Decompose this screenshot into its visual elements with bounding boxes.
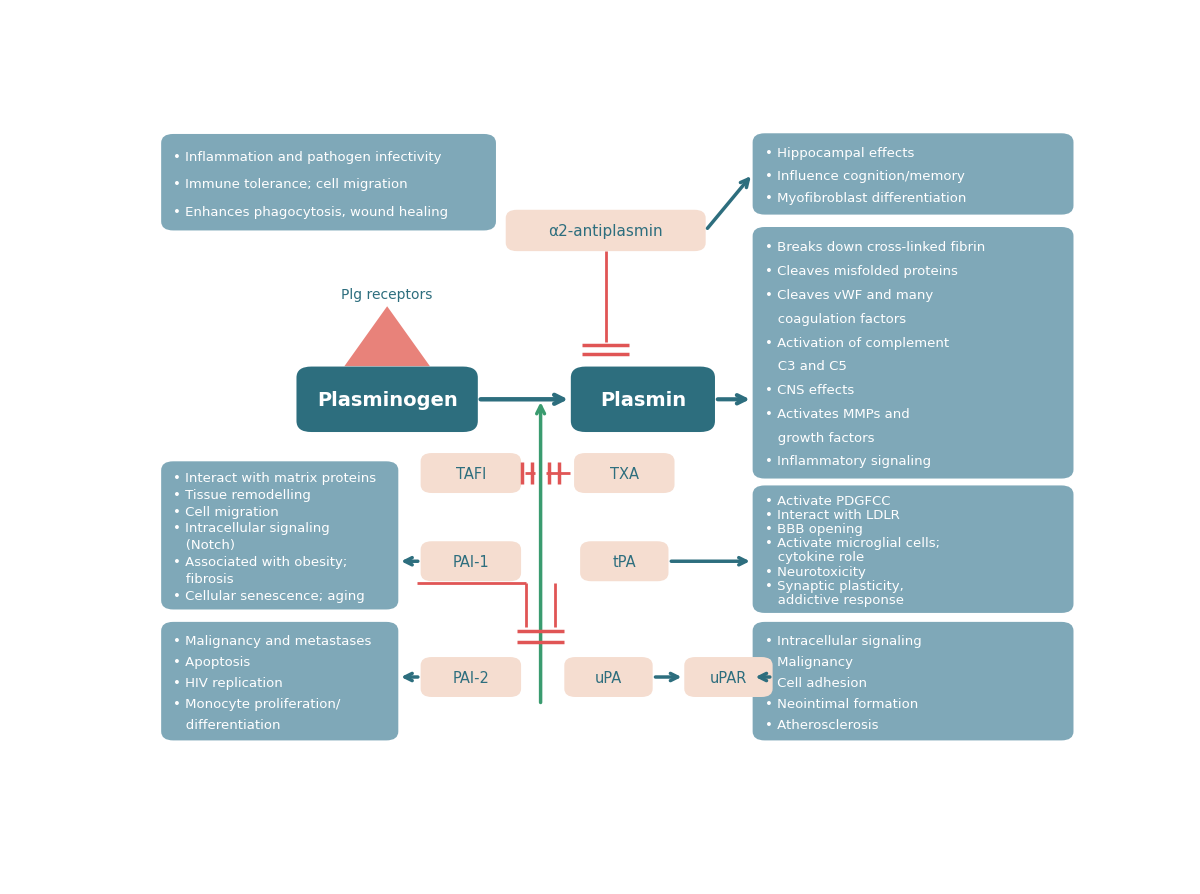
FancyBboxPatch shape [752, 485, 1074, 613]
Text: • BBB opening: • BBB opening [764, 522, 863, 536]
Text: • Activates MMPs and: • Activates MMPs and [764, 408, 910, 420]
Text: • Cell adhesion: • Cell adhesion [764, 676, 866, 689]
FancyBboxPatch shape [505, 211, 706, 252]
FancyBboxPatch shape [421, 453, 521, 493]
Text: • Neointimal formation: • Neointimal formation [764, 696, 918, 710]
Polygon shape [344, 307, 430, 367]
FancyBboxPatch shape [752, 228, 1074, 479]
FancyBboxPatch shape [161, 462, 398, 610]
Text: Plasmin: Plasmin [600, 391, 686, 409]
Text: • Monocyte proliferation/: • Monocyte proliferation/ [173, 696, 341, 710]
Text: • Intracellular signaling: • Intracellular signaling [173, 522, 330, 535]
Text: • Apoptosis: • Apoptosis [173, 655, 251, 668]
Text: growth factors: growth factors [764, 431, 875, 444]
FancyBboxPatch shape [571, 367, 715, 433]
Text: • Cleaves vWF and many: • Cleaves vWF and many [764, 289, 932, 301]
Text: α2-antiplasmin: α2-antiplasmin [548, 224, 664, 239]
Text: TXA: TXA [610, 466, 638, 481]
Text: • Inflammatory signaling: • Inflammatory signaling [764, 455, 931, 468]
FancyBboxPatch shape [421, 657, 521, 697]
Text: fibrosis: fibrosis [173, 572, 234, 585]
Text: • Interact with LDLR: • Interact with LDLR [764, 509, 900, 521]
Text: • Neurotoxicity: • Neurotoxicity [764, 565, 865, 578]
FancyBboxPatch shape [161, 622, 398, 740]
Text: uPAR: uPAR [709, 670, 748, 685]
FancyBboxPatch shape [684, 657, 773, 697]
Text: • Malignancy: • Malignancy [764, 655, 853, 668]
Text: • Cleaves misfolded proteins: • Cleaves misfolded proteins [764, 265, 958, 278]
Text: • Activate PDGFCC: • Activate PDGFCC [764, 494, 890, 507]
Text: uPA: uPA [595, 670, 622, 685]
Text: • Cell migration: • Cell migration [173, 505, 278, 518]
Text: • Intracellular signaling: • Intracellular signaling [764, 634, 922, 647]
FancyBboxPatch shape [296, 367, 478, 433]
Text: (Notch): (Notch) [173, 538, 235, 552]
Text: • Enhances phagocytosis, wound healing: • Enhances phagocytosis, wound healing [173, 206, 449, 218]
Text: • Atherosclerosis: • Atherosclerosis [764, 718, 878, 730]
Text: Plasminogen: Plasminogen [317, 391, 457, 409]
Text: • HIV replication: • HIV replication [173, 676, 283, 689]
FancyBboxPatch shape [752, 134, 1074, 215]
FancyBboxPatch shape [574, 453, 674, 493]
Text: • Influence cognition/memory: • Influence cognition/memory [764, 169, 965, 182]
Text: cytokine role: cytokine role [764, 551, 864, 564]
Text: • Tissue remodelling: • Tissue remodelling [173, 488, 311, 502]
FancyBboxPatch shape [752, 622, 1074, 740]
FancyBboxPatch shape [564, 657, 653, 697]
Text: • Immune tolerance; cell migration: • Immune tolerance; cell migration [173, 178, 408, 191]
Text: TAFI: TAFI [456, 466, 486, 481]
Text: • Activation of complement: • Activation of complement [764, 336, 949, 350]
FancyBboxPatch shape [421, 542, 521, 582]
Text: • Cellular senescence; aging: • Cellular senescence; aging [173, 589, 365, 602]
Text: • Activate microglial cells;: • Activate microglial cells; [764, 536, 940, 550]
Text: • Malignancy and metastases: • Malignancy and metastases [173, 634, 372, 647]
Text: PAI-2: PAI-2 [452, 670, 490, 685]
Text: • CNS effects: • CNS effects [764, 384, 854, 397]
Text: tPA: tPA [612, 554, 636, 569]
FancyBboxPatch shape [580, 542, 668, 582]
Text: • Inflammation and pathogen infectivity: • Inflammation and pathogen infectivity [173, 150, 442, 164]
Text: Plg receptors: Plg receptors [342, 287, 433, 301]
Text: differentiation: differentiation [173, 718, 281, 730]
Text: • Breaks down cross-linked fibrin: • Breaks down cross-linked fibrin [764, 241, 985, 254]
Text: PAI-1: PAI-1 [452, 554, 490, 569]
Text: • Interact with matrix proteins: • Interact with matrix proteins [173, 471, 377, 485]
Text: • Associated with obesity;: • Associated with obesity; [173, 555, 348, 569]
Text: • Synaptic plasticity,: • Synaptic plasticity, [764, 579, 904, 592]
Text: • Myofibroblast differentiation: • Myofibroblast differentiation [764, 192, 966, 205]
Text: coagulation factors: coagulation factors [764, 312, 906, 325]
FancyBboxPatch shape [161, 135, 496, 232]
Text: addictive response: addictive response [764, 594, 904, 606]
Text: C3 and C5: C3 and C5 [764, 360, 847, 373]
Text: • Hippocampal effects: • Hippocampal effects [764, 147, 914, 160]
